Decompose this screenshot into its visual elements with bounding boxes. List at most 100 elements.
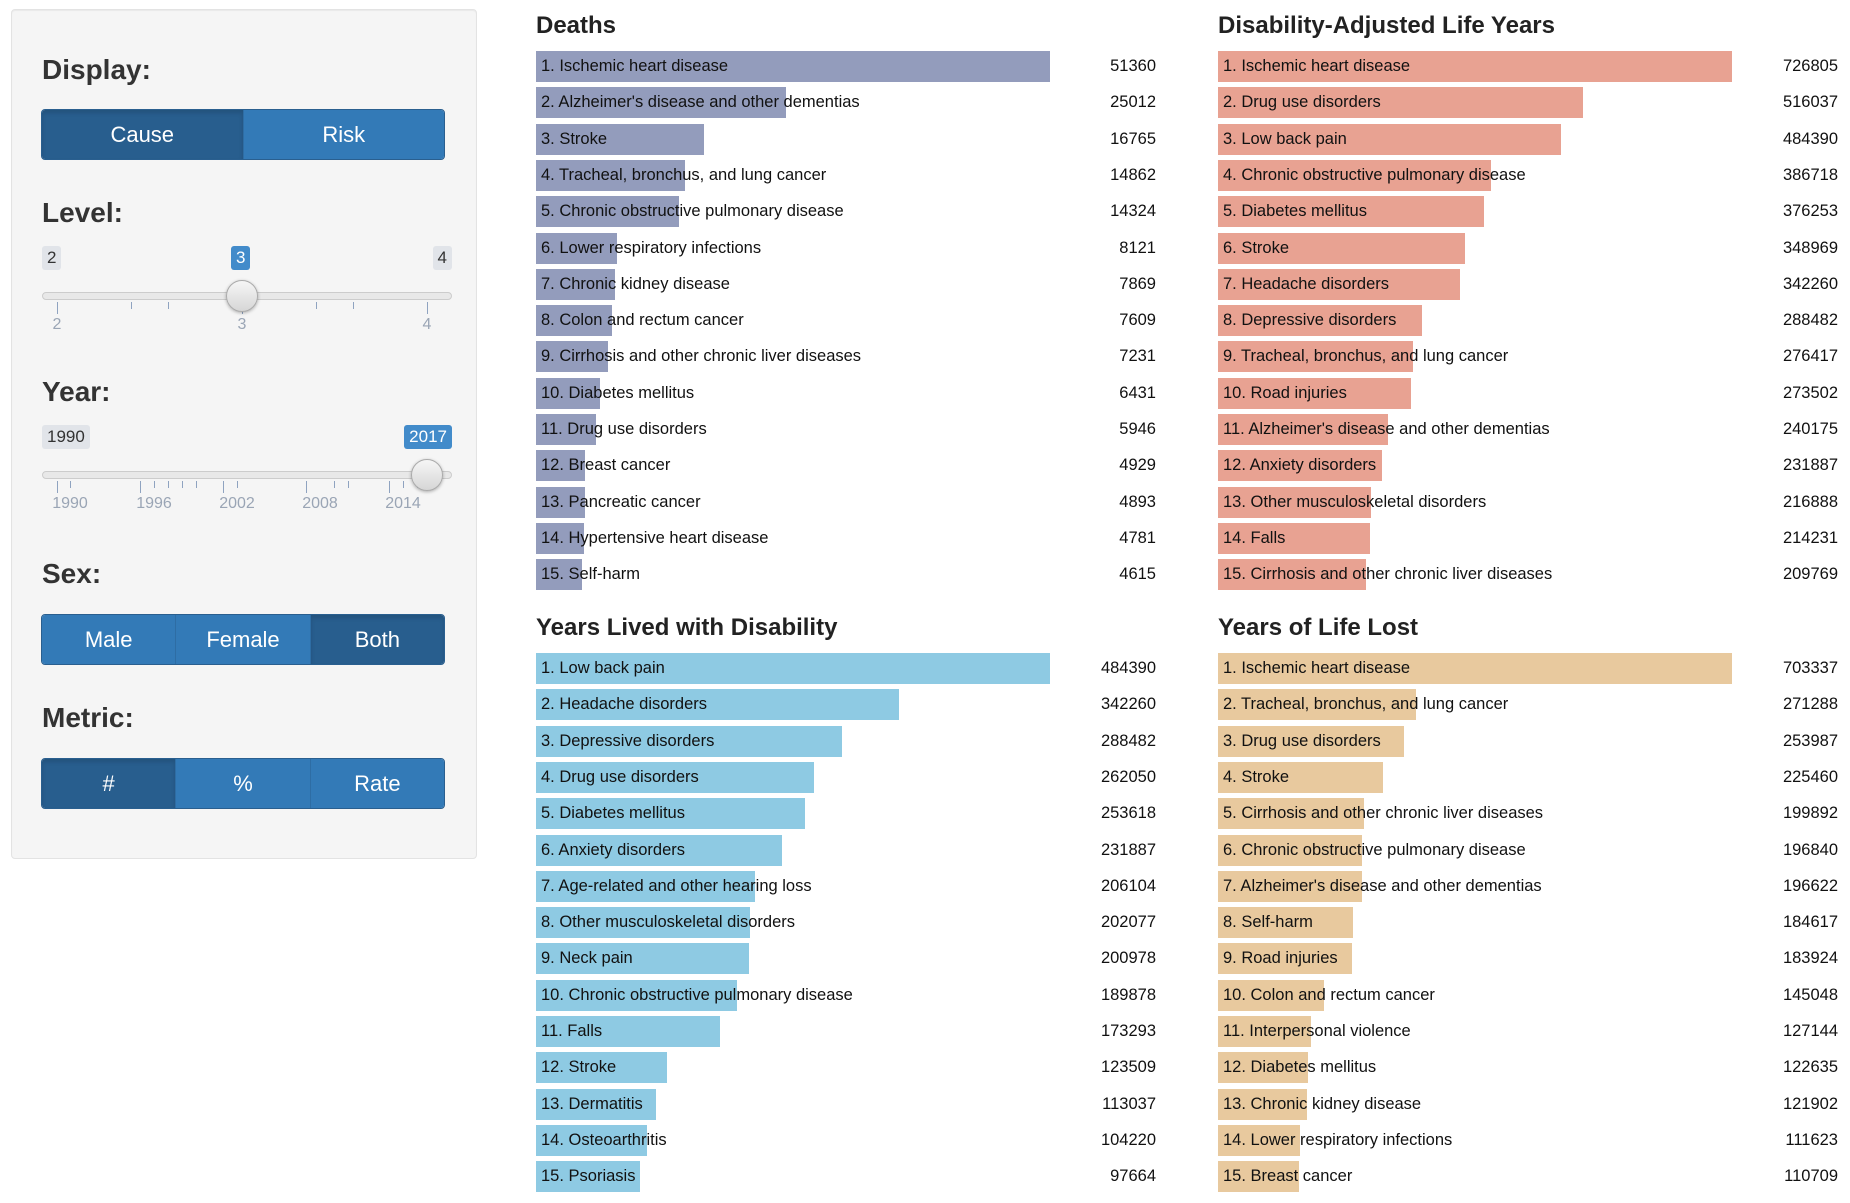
- chart-row: 6. Lower respiratory infections 8121: [536, 232, 1156, 264]
- bar-value: 113037: [1102, 1094, 1156, 1113]
- bar-value: 184617: [1782, 913, 1838, 932]
- level-slider-handle[interactable]: [226, 280, 258, 312]
- bar-value: 271288: [1782, 695, 1838, 714]
- chart-row: 9. Neck pain 200978: [536, 943, 1156, 975]
- bar-value: 25012: [1110, 93, 1156, 112]
- bar-value: 206104: [1100, 876, 1156, 895]
- slider-tick: [168, 302, 169, 309]
- bar-label: 3. Stroke: [541, 129, 608, 148]
- bar-value: 16765: [1110, 129, 1156, 148]
- bar-label: 12. Stroke: [541, 1058, 617, 1077]
- chart-bar: [536, 979, 738, 1011]
- bar-value: 199892: [1782, 804, 1838, 823]
- chart-bar: [1218, 377, 1412, 409]
- bar-label: 12. Diabetes mellitus: [1223, 1058, 1377, 1077]
- sex-both-button[interactable]: Both: [310, 615, 444, 664]
- chart-row: 13. Other musculoskeletal disorders 21688…: [1218, 486, 1838, 518]
- bar-label: 13. Pancreatic cancer: [541, 492, 701, 511]
- bar-value: 7609: [1119, 311, 1156, 330]
- bar-label: 5. Chronic obstructive pulmonary disease: [541, 202, 844, 221]
- chart-row: 3. Stroke 16765: [536, 123, 1156, 155]
- level-min-label: 2: [42, 246, 62, 270]
- metric-number-button[interactable]: #: [42, 759, 177, 808]
- chart-row: 5. Diabetes mellitus 253618: [536, 798, 1156, 830]
- chart-row: 13. Pancreatic cancer 4893: [536, 486, 1156, 518]
- chart-bar: [536, 196, 680, 228]
- bar-value: 7869: [1119, 274, 1156, 293]
- metric-percent-button[interactable]: %: [176, 759, 311, 808]
- chart-row: 11. Falls 173293: [536, 1016, 1156, 1047]
- chart-row: 12. Anxiety disorders 231887: [1218, 450, 1838, 482]
- chart-bar: [1218, 689, 1417, 721]
- bar-value: 4929: [1119, 456, 1156, 475]
- chart-row: 10. Colon and rectum cancer 145048: [1218, 979, 1838, 1011]
- slider-tick: [168, 481, 169, 488]
- chart-bar: [1218, 798, 1365, 830]
- bar-value: 276417: [1782, 347, 1838, 366]
- metric-rate-button[interactable]: Rate: [310, 759, 444, 808]
- chart-bar: [536, 1088, 656, 1120]
- chart-bar: [536, 159, 685, 191]
- sex-label: Sex:: [42, 558, 102, 589]
- slider-tick: [70, 481, 71, 488]
- bar-label: 10. Diabetes mellitus: [541, 383, 695, 402]
- chart-bar: [1218, 653, 1732, 684]
- bar-label: 2. Headache disorders: [541, 695, 708, 714]
- bar-value: 348969: [1782, 238, 1838, 257]
- bar-label: 14. Osteoarthritis: [541, 1130, 667, 1149]
- bar-value: 4893: [1119, 492, 1156, 511]
- level-grid-label: 2: [52, 316, 62, 333]
- chart-row: 7. Headache disorders 342260: [1218, 268, 1838, 300]
- chart-row: 6. Chronic obstructive pulmonary disease…: [1218, 834, 1838, 866]
- bar-value: 376253: [1782, 202, 1838, 221]
- chart-row: 1. Low back pain 484390: [536, 653, 1156, 684]
- bar-label: 15. Psoriasis: [541, 1167, 636, 1186]
- bar-label: 9. Road injuries: [1223, 949, 1338, 968]
- display-cause-button[interactable]: Cause: [42, 110, 244, 159]
- chart-bar: [1218, 486, 1372, 518]
- sex-male-button[interactable]: Male: [42, 615, 177, 664]
- year-grid-label: 2008: [302, 495, 338, 512]
- slider-tick: [306, 481, 307, 493]
- bar-label: 4. Stroke: [1223, 767, 1290, 786]
- display-risk-button[interactable]: Risk: [243, 110, 444, 159]
- chart-bar: [536, 559, 583, 591]
- bar-label: 6. Stroke: [1223, 238, 1290, 257]
- chart-title: Deaths: [536, 12, 617, 39]
- chart-row: 9. Tracheal, bronchus, and lung cancer 27…: [1218, 341, 1838, 373]
- bar-label: 1. Low back pain: [541, 659, 665, 677]
- chart-row: 14. Falls 214231: [1218, 522, 1838, 554]
- chart-bar: [536, 87, 787, 119]
- level-grid-label: 4: [422, 316, 432, 333]
- level-slider[interactable]: 2 3 4 2 3 4: [42, 246, 452, 346]
- bar-value: 111623: [1785, 1130, 1838, 1149]
- bar-value: 288482: [1782, 311, 1838, 330]
- chart-bar: [536, 305, 613, 337]
- bar-value: 273502: [1782, 383, 1838, 402]
- sex-female-button[interactable]: Female: [176, 615, 311, 664]
- bar-value: 202077: [1100, 913, 1156, 932]
- bar-label: 2. Alzheimer's disease and other dementi…: [541, 93, 860, 112]
- chart-bar: [536, 725, 843, 757]
- chart-bar: [1218, 1124, 1300, 1156]
- chart-row: 13. Chronic kidney disease 121902: [1218, 1088, 1838, 1120]
- bar-label: 12. Anxiety disorders: [1223, 456, 1377, 475]
- year-slider-track[interactable]: [42, 471, 452, 479]
- bar-value: 240175: [1782, 420, 1838, 438]
- bar-label: 9. Neck pain: [541, 949, 633, 968]
- bar-label: 7. Headache disorders: [1223, 274, 1390, 293]
- year-slider-handle[interactable]: [411, 459, 443, 491]
- chart-row: 15. Cirrhosis and other chronic liver di…: [1218, 559, 1838, 591]
- metric-toggle: # % Rate: [41, 758, 445, 809]
- bar-label: 11. Falls: [541, 1022, 603, 1040]
- chart-bar: [1218, 123, 1561, 155]
- bar-label: 8. Other musculoskeletal disorders: [541, 913, 796, 932]
- chart-row: 11. Interpersonal violence 127144: [1218, 1016, 1838, 1047]
- chart-bar: [536, 798, 806, 830]
- bar-label: 10. Road injuries: [1223, 383, 1347, 402]
- bar-label: 9. Cirrhosis and other chronic liver dis…: [541, 347, 862, 366]
- level-grid-label: 3: [237, 316, 247, 333]
- bar-label: 8. Colon and rectum cancer: [541, 311, 744, 330]
- year-slider[interactable]: 1990 2017 1990 1996 2002 2008 2014: [42, 425, 452, 525]
- chart-bar: [1218, 870, 1362, 902]
